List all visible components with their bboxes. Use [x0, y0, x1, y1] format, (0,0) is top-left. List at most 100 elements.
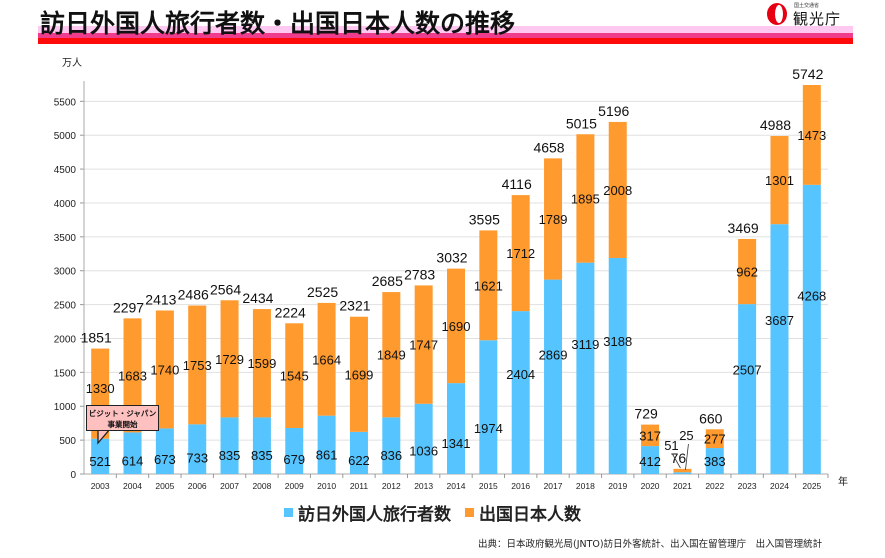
bar-outbound	[285, 323, 304, 428]
data-label-total: 76	[671, 450, 687, 466]
data-label-outbound: 1740	[150, 362, 179, 377]
bar-inbound	[738, 304, 757, 474]
legend-swatch-inbound	[284, 508, 293, 517]
data-label-outbound: 1753	[183, 358, 212, 373]
bar-inbound	[544, 279, 563, 474]
x-tick-label: 2008	[252, 481, 271, 491]
bar-outbound	[188, 305, 207, 425]
x-tick-label: 2003	[91, 481, 110, 491]
bar-outbound	[802, 84, 821, 185]
bar-outbound	[252, 309, 271, 418]
x-tick-label: 2025	[802, 481, 821, 491]
bar-inbound	[285, 427, 304, 474]
callout-line-1: ビジット・ジャパン	[88, 409, 157, 418]
data-label-outbound: 317	[639, 428, 661, 443]
bar-inbound	[447, 383, 465, 474]
legend-item-outbound: 出国日本人数	[465, 500, 581, 525]
x-tick-label: 2023	[738, 481, 757, 491]
bar-outbound	[608, 121, 627, 258]
data-label-outbound: 1699	[344, 367, 373, 382]
data-label-inbound: 733	[186, 451, 208, 466]
bar-inbound	[220, 417, 239, 474]
source-note: 出典：日本政府観光局(JNTO)訪日外客統計、出入国在留管理庁 出入国管理統計	[478, 539, 823, 550]
data-label-inbound: 835	[251, 448, 273, 463]
agency-logo: 国土交通省 観光庁	[766, 2, 876, 28]
bar-inbound	[673, 472, 692, 474]
data-label-inbound: 673	[154, 452, 176, 467]
data-label-total: 2413	[145, 291, 176, 307]
data-label-total: 2486	[178, 287, 209, 303]
data-label-outbound: 1683	[118, 368, 147, 383]
data-label-total: 2297	[113, 299, 144, 315]
data-label-total: 4658	[533, 139, 564, 155]
data-labels: 521 1330 1851 614 1683 2297 673 1740 2413 733 1753…	[81, 66, 826, 471]
bar-outbound	[673, 468, 692, 473]
data-label-inbound: 1974	[474, 421, 503, 436]
x-tick-label: 2016	[511, 481, 530, 491]
bar-outbound	[414, 285, 433, 404]
bar-inbound	[802, 184, 821, 474]
data-label-inbound: 2404	[506, 367, 535, 382]
bar-outbound	[641, 424, 660, 447]
bar-inbound	[123, 432, 142, 474]
bar-inbound	[317, 415, 336, 474]
x-tick-label: 2012	[382, 481, 401, 491]
data-label-outbound: 277	[704, 432, 726, 447]
data-label-total: 2685	[372, 273, 403, 289]
data-label-outbound: 1895	[571, 191, 600, 206]
data-label-total: 2564	[210, 281, 241, 297]
legend-item-inbound: 訪日外国人旅行者数	[284, 500, 451, 525]
data-label-total: 729	[634, 406, 658, 422]
x-tick-label: 2021	[673, 481, 692, 491]
legend-label-inbound: 訪日外国人旅行者数	[298, 505, 451, 525]
data-label-outbound: 1690	[442, 319, 471, 334]
data-label-inbound: 2869	[539, 347, 568, 362]
title-bar: 訪日外国人旅行者数・出国日本人数の推移	[38, 4, 853, 46]
callout-line-2: 事業開始	[107, 420, 138, 429]
bar-outbound	[479, 230, 498, 341]
data-label-inbound: 3119	[571, 337, 599, 352]
y-tick-label: 0	[70, 470, 76, 481]
bar-outbound	[576, 134, 595, 263]
data-label-inbound: 679	[283, 452, 305, 467]
logo-mark-icon	[767, 3, 787, 25]
x-tick-label: 2005	[155, 481, 174, 491]
y-tick-label: 5000	[54, 131, 77, 142]
callout-tail	[97, 429, 111, 445]
x-tick-label: 2006	[188, 481, 207, 491]
bar-outbound	[738, 238, 757, 305]
data-label-outbound: 1301	[765, 173, 794, 188]
bar-inbound	[511, 311, 530, 474]
data-label-total: 5196	[598, 103, 629, 119]
data-label-total: 2224	[275, 304, 306, 320]
data-label-total: 2434	[242, 290, 273, 306]
bar-outbound	[511, 195, 530, 312]
x-tick-label: 2015	[479, 481, 498, 491]
bar-outbound	[770, 136, 789, 225]
bar-inbound	[349, 431, 368, 474]
x-tick-label: 2020	[641, 481, 660, 491]
data-label-total: 2321	[339, 298, 370, 314]
y-tick-label: 1500	[54, 368, 77, 379]
x-tick-label: 2018	[576, 481, 595, 491]
title-band-magenta	[38, 33, 853, 38]
data-label-total: 4988	[760, 117, 791, 133]
bar-inbound	[641, 446, 660, 474]
chart-legend: 訪日外国人旅行者数 出国日本人数	[284, 500, 595, 525]
bar-outbound	[544, 158, 563, 280]
y-tick-label: 4500	[54, 165, 77, 176]
x-tick-label: 2013	[414, 481, 433, 491]
x-tick-label: 2007	[220, 481, 239, 491]
bar-outbound	[155, 310, 174, 429]
x-tick-label: 2024	[770, 481, 789, 491]
data-label-outbound: 1712	[506, 246, 535, 261]
data-label-outbound: 51	[664, 438, 678, 453]
data-label-outbound: 1473	[797, 128, 826, 143]
y-tick-label: 4000	[54, 199, 77, 210]
x-tick-label: 2019	[608, 481, 627, 491]
logo-agency-text: 観光庁	[793, 10, 842, 28]
title-band-pink	[38, 26, 853, 33]
data-label-outbound: 1621	[474, 278, 503, 293]
data-label-inbound: 521	[89, 454, 111, 469]
bar-outbound	[382, 292, 401, 418]
